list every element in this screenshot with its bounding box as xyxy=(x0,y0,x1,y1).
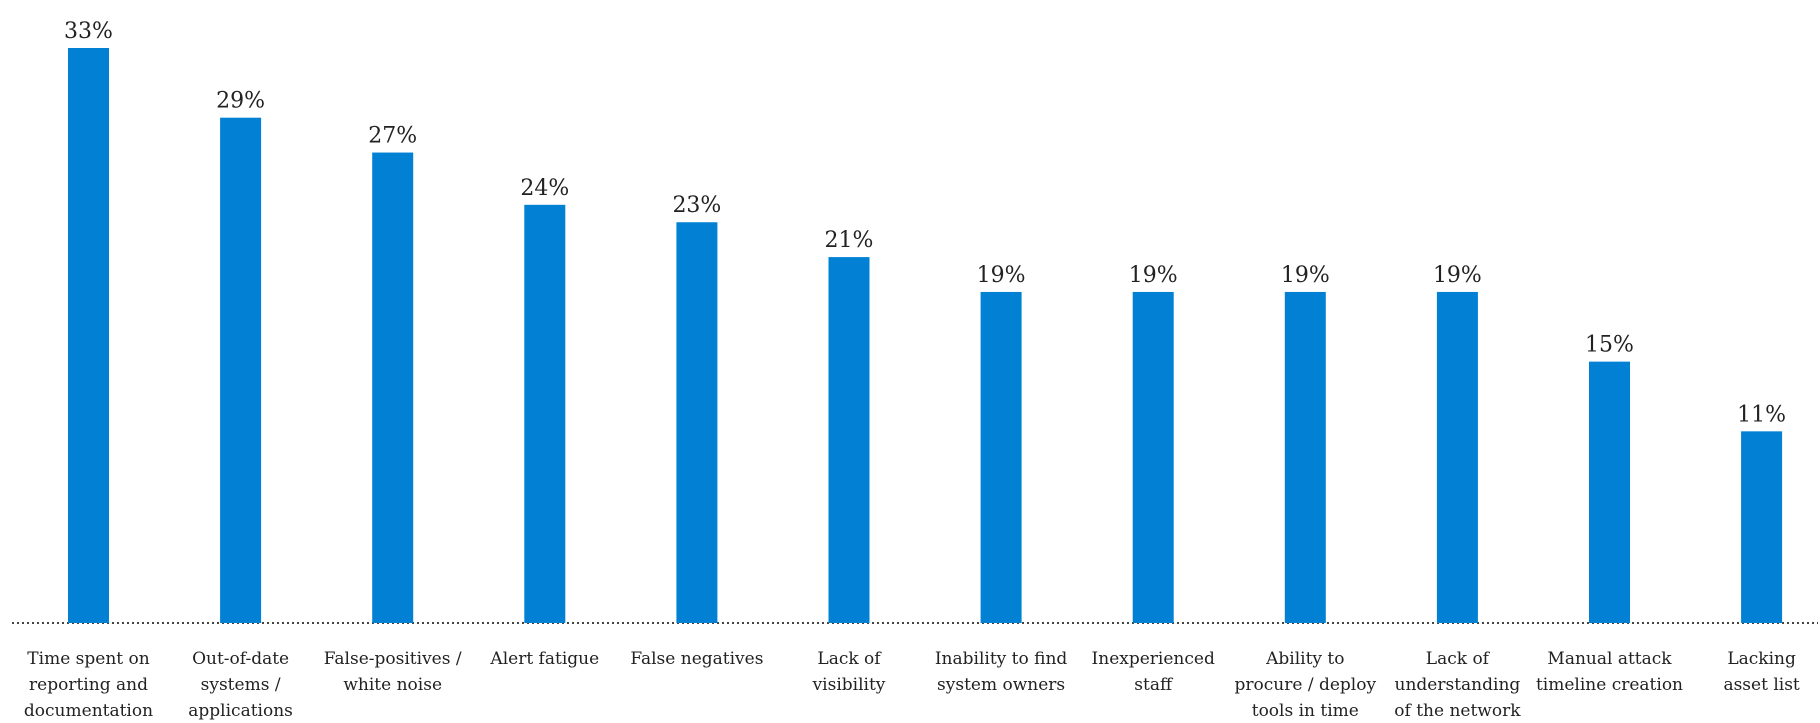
bar-7 xyxy=(980,291,1022,623)
category-label-line: documentation xyxy=(24,701,153,721)
category-label-line: Lack of xyxy=(1426,649,1491,669)
category-label-6: Lack of visibility xyxy=(812,649,886,695)
category-label-line: Manual attack xyxy=(1547,649,1672,669)
category-label-line: procure / deploy xyxy=(1235,675,1377,695)
category-label-line: white noise xyxy=(343,675,442,695)
bar-12 xyxy=(1741,431,1783,623)
value-label-11: 15% xyxy=(1585,333,1634,358)
value-label-2: 29% xyxy=(216,89,265,114)
category-label-line: Alert fatigue xyxy=(489,649,599,669)
category-label-line: Ability to xyxy=(1265,649,1344,669)
category-label-1: Time spent on reporting and documentation xyxy=(24,649,153,721)
category-label-line: Out-of-date xyxy=(192,649,289,669)
bar-1 xyxy=(68,48,109,623)
category-label-12: Lacking asset list xyxy=(1723,649,1799,695)
category-label-4: Alert fatigue xyxy=(489,649,599,669)
bar-10 xyxy=(1436,291,1478,623)
category-label-line: False negatives xyxy=(630,649,763,669)
value-label-6: 21% xyxy=(825,228,874,253)
category-label-line: visibility xyxy=(812,675,886,695)
category-label-10: Lack of understanding of the network xyxy=(1394,649,1521,721)
category-label-line: systems / xyxy=(201,675,281,695)
category-label-line: False-positives / xyxy=(324,649,462,669)
value-label-7: 19% xyxy=(977,263,1026,288)
category-label-2: Out-of-date systems / applications xyxy=(188,649,293,721)
bar-5 xyxy=(676,222,718,623)
category-label-line: Inability to find xyxy=(935,649,1068,669)
category-label-8: Inexperienced staff xyxy=(1092,649,1215,695)
category-label-line: tools in time xyxy=(1252,701,1359,721)
value-label-4: 24% xyxy=(520,176,569,201)
category-label-line: timeline creation xyxy=(1536,675,1683,695)
bar-9 xyxy=(1284,291,1326,623)
category-label-line: Time spent on xyxy=(27,649,149,669)
bar-3 xyxy=(372,152,414,623)
category-label-line: asset list xyxy=(1723,675,1799,695)
category-label-9: Ability to procure / deploy tools in time xyxy=(1235,649,1377,721)
bars-group xyxy=(68,48,1783,624)
category-label-7: Inability to find system owners xyxy=(935,649,1068,695)
bar-11 xyxy=(1589,361,1630,623)
value-labels-group: 33% 29% 27% 24% 23% 21% 19% 19% 19% 19% 15% 11% xyxy=(64,19,1786,427)
category-label-3: False-positives / white noise xyxy=(324,649,462,695)
category-label-line: staff xyxy=(1134,675,1174,695)
bar-6 xyxy=(828,257,870,623)
bar-4 xyxy=(524,204,566,623)
category-label-line: understanding xyxy=(1395,675,1521,695)
category-label-line: system owners xyxy=(937,675,1065,695)
category-label-line: Lacking xyxy=(1727,649,1796,669)
value-label-1: 33% xyxy=(64,19,113,44)
category-label-11: Manual attack timeline creation xyxy=(1536,649,1683,695)
category-label-line: reporting and xyxy=(29,675,148,695)
value-label-3: 27% xyxy=(368,124,417,149)
value-label-9: 19% xyxy=(1281,263,1330,288)
category-label-line: applications xyxy=(188,701,293,721)
category-labels-group: Time spent on reporting and documentation O… xyxy=(24,649,1800,721)
category-label-line: of the network xyxy=(1394,701,1521,721)
category-label-5: False negatives xyxy=(630,649,763,669)
category-label-line: Lack of xyxy=(817,649,882,669)
value-label-12: 11% xyxy=(1737,402,1786,427)
value-label-5: 23% xyxy=(672,193,721,218)
value-label-8: 19% xyxy=(1129,263,1178,288)
value-label-10: 19% xyxy=(1433,263,1482,288)
category-label-line: Inexperienced xyxy=(1092,649,1215,669)
bar-8 xyxy=(1132,291,1174,623)
bar-2 xyxy=(220,117,262,624)
